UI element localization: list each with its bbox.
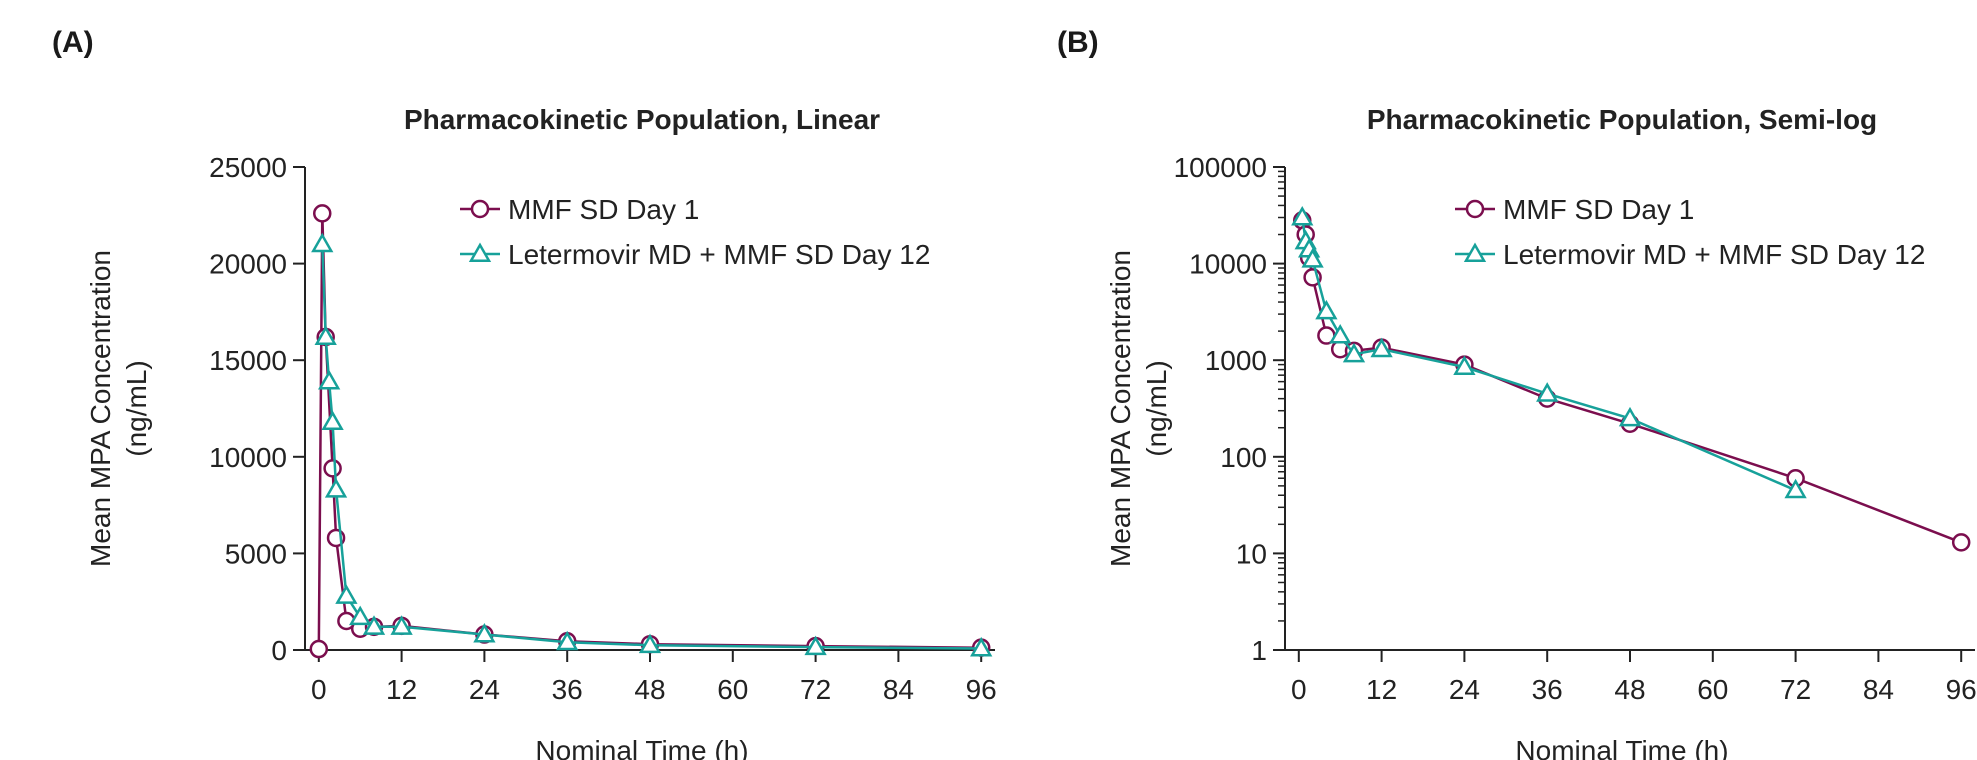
data-point xyxy=(1291,205,1314,226)
data-point xyxy=(309,639,329,659)
semilog-chart: Pharmacokinetic Population, Semi-log 1 10 1… xyxy=(1105,104,1977,760)
data-point xyxy=(1951,533,1971,552)
y-tick-label: 15000 xyxy=(209,345,287,376)
data-point xyxy=(317,369,341,390)
data-point xyxy=(390,615,413,635)
x-tick-label: 0 xyxy=(1291,674,1307,705)
panel-label: (A) xyxy=(52,26,94,59)
x-axis-label: Nominal Time (h) xyxy=(535,735,748,760)
x-tick-label: 72 xyxy=(800,674,831,705)
data-point xyxy=(804,635,827,656)
data-point xyxy=(362,615,386,635)
data-point xyxy=(1315,299,1338,320)
panel-b: (B) Pharmacokinetic Population, Semi-log… xyxy=(1000,0,1977,760)
y-tick-label: 10000 xyxy=(1189,249,1267,280)
x-tick-label: 0 xyxy=(311,674,327,705)
data-point xyxy=(1453,355,1476,376)
x-tick-label: 48 xyxy=(634,674,665,705)
data-point xyxy=(349,605,372,626)
legend-label: Letermovir MD + MMF SD Day 12 xyxy=(1503,239,1925,270)
data-point xyxy=(638,633,662,654)
x-tick-label: 84 xyxy=(1863,674,1894,705)
x-tick-label: 48 xyxy=(1614,674,1645,705)
y-axis-label: Mean MPA Concentration xyxy=(1105,250,1136,567)
x-tick-label: 24 xyxy=(469,674,500,705)
data-point xyxy=(335,584,358,604)
y-axis-label: Mean MPA Concentration xyxy=(85,250,116,567)
y-tick-label: 25000 xyxy=(209,152,287,183)
data-point xyxy=(323,459,342,478)
x-tick-label: 24 xyxy=(1449,674,1480,705)
y-tick-label: 10000 xyxy=(209,442,287,473)
data-point xyxy=(970,636,993,657)
y-axis-unit-label: (ng/mL) xyxy=(1141,360,1172,456)
chart-title: Pharmacokinetic Population, Semi-log xyxy=(1367,104,1877,135)
x-tick-label: 72 xyxy=(1780,674,1811,705)
data-point xyxy=(1536,382,1559,402)
legend-label: MMF SD Day 1 xyxy=(508,194,699,225)
chart-title: Pharmacokinetic Population, Linear xyxy=(404,104,880,135)
data-point xyxy=(314,325,337,346)
x-tick-label: 60 xyxy=(717,674,748,705)
data-point xyxy=(556,630,579,651)
legend-label: MMF SD Day 1 xyxy=(1503,194,1694,225)
series-line xyxy=(317,213,982,650)
x-tick-label: 36 xyxy=(552,674,583,705)
y-tick-label: 1 xyxy=(1251,635,1267,666)
linear-chart: Pharmacokinetic Population, Linear 0 5000 1… xyxy=(85,104,997,760)
y-tick-label: 20000 xyxy=(209,249,287,280)
panel-label: (B) xyxy=(1057,26,1099,59)
data-point xyxy=(1301,248,1324,268)
x-axis-label: Nominal Time (h) xyxy=(1515,735,1728,760)
data-point xyxy=(1784,478,1807,499)
data-point xyxy=(1370,337,1393,358)
legend-marker xyxy=(1463,242,1487,262)
data-point xyxy=(324,478,348,498)
legend-marker xyxy=(470,199,490,219)
data-point xyxy=(473,623,496,643)
panel-a: (A) Pharmacokinetic Population, Linear 0 5… xyxy=(52,26,997,760)
legend-label: Letermovir MD + MMF SD Day 12 xyxy=(508,239,930,270)
data-point xyxy=(1618,406,1642,427)
x-tick-label: 12 xyxy=(1366,674,1397,705)
data-point xyxy=(1329,324,1352,344)
y-tick-label: 5000 xyxy=(225,538,287,569)
y-tick-label: 0 xyxy=(271,635,287,666)
legend-marker xyxy=(468,242,492,262)
y-tick-label: 100000 xyxy=(1174,152,1267,183)
data-point xyxy=(313,204,332,223)
y-tick-label: 100 xyxy=(1220,442,1267,473)
x-tick-label: 36 xyxy=(1532,674,1563,705)
x-tick-label: 84 xyxy=(883,674,914,705)
y-axis-unit-label: (ng/mL) xyxy=(121,360,152,456)
data-point xyxy=(1342,342,1366,363)
x-tick-label: 96 xyxy=(1946,674,1977,705)
data-point xyxy=(311,232,334,253)
x-tick-label: 60 xyxy=(1697,674,1728,705)
x-tick-label: 96 xyxy=(966,674,997,705)
data-point xyxy=(321,410,344,431)
series-line xyxy=(321,244,982,650)
x-tick-label: 12 xyxy=(386,674,417,705)
y-tick-label: 1000 xyxy=(1205,345,1267,376)
legend-marker xyxy=(1465,199,1485,219)
y-tick-label: 10 xyxy=(1236,538,1267,569)
